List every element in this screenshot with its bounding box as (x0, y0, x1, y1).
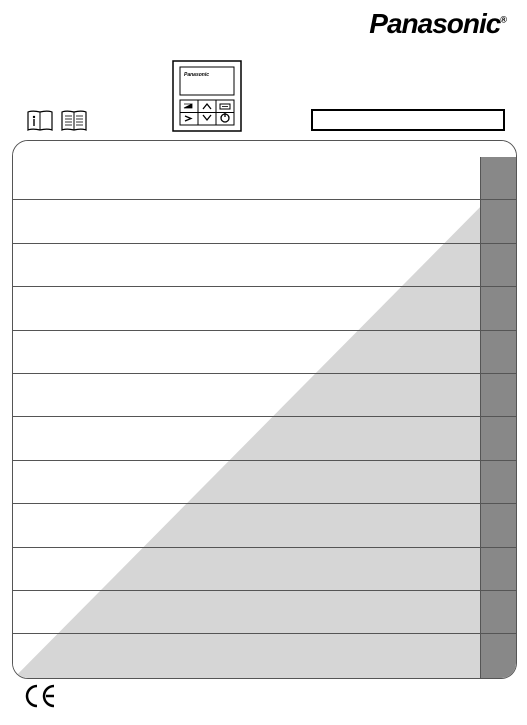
brand-text: Panasonic (369, 8, 500, 39)
book-icon (60, 108, 88, 132)
svg-text:Panasonic: Panasonic (184, 72, 209, 78)
row-text (13, 461, 480, 503)
row-text (13, 504, 480, 546)
language-tab[interactable] (480, 374, 516, 416)
row-text (13, 244, 480, 286)
ce-mark-icon (24, 683, 58, 717)
language-row (13, 548, 516, 591)
language-tab[interactable] (480, 591, 516, 633)
info-books-group (26, 108, 88, 132)
language-tab[interactable] (480, 244, 516, 286)
remote-controller-icon: Panasonic (172, 60, 242, 132)
row-text (13, 374, 480, 416)
language-row (13, 504, 516, 547)
row-text (13, 591, 480, 633)
book-info-icon (26, 108, 54, 132)
language-row (13, 634, 516, 677)
language-tab[interactable] (480, 504, 516, 546)
row-text (13, 331, 480, 373)
language-tab[interactable] (480, 461, 516, 503)
language-tab[interactable] (480, 634, 516, 677)
language-row (13, 200, 516, 243)
language-row (13, 417, 516, 460)
language-tab[interactable] (480, 157, 516, 199)
language-tab[interactable] (480, 331, 516, 373)
row-text (13, 634, 480, 677)
brand-logo: Panasonic® (369, 8, 506, 40)
registered-mark: ® (500, 15, 506, 25)
row-text (13, 287, 480, 329)
language-tab[interactable] (480, 287, 516, 329)
row-text (13, 157, 480, 199)
row-text (13, 200, 480, 242)
language-panel (12, 140, 517, 679)
row-text (13, 548, 480, 590)
row-text (13, 417, 480, 459)
language-row (13, 374, 516, 417)
language-row (13, 461, 516, 504)
language-tab[interactable] (480, 548, 516, 590)
language-tab[interactable] (480, 200, 516, 242)
legend-box (311, 109, 505, 131)
language-row (13, 287, 516, 330)
language-row (13, 244, 516, 287)
language-row (13, 591, 516, 634)
rows-container (13, 157, 516, 678)
language-row (13, 331, 516, 374)
language-tab[interactable] (480, 417, 516, 459)
language-row (13, 157, 516, 200)
